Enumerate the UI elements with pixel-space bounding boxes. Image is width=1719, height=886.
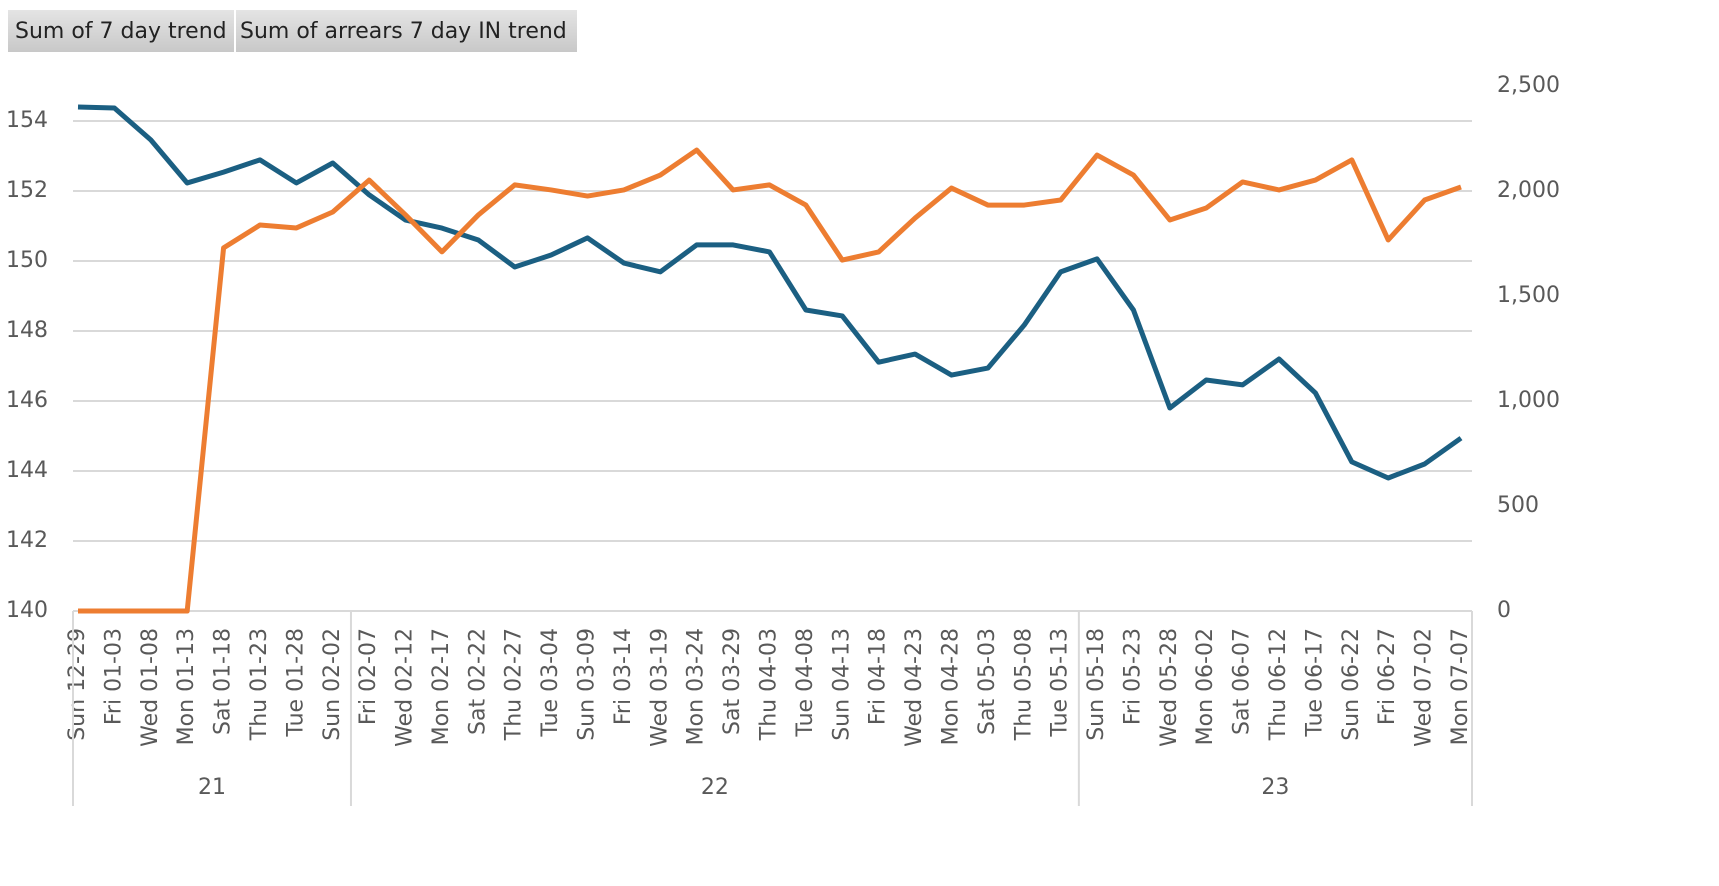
x-tick-label: Wed 04-23: [902, 628, 927, 747]
x-tick-label: Thu 01-23: [247, 628, 272, 741]
x-tick-label: Thu 04-03: [757, 628, 782, 741]
y2-tick-label: 0: [1497, 598, 1511, 623]
x-tick-label: Wed 03-19: [647, 628, 672, 747]
x-tick-label: Wed 02-12: [393, 628, 418, 747]
x-tick-label: Sat 05-03: [975, 628, 1000, 735]
x-tick-label: Fri 03-14: [611, 628, 636, 725]
y2-tick-label: 500: [1497, 493, 1539, 518]
x-tick-label: Sat 01-18: [211, 628, 236, 735]
group-label: 23: [1261, 775, 1289, 800]
series-line: [77, 104, 1463, 481]
x-tick-label: Mon 03-24: [684, 628, 709, 745]
x-tick-label: Fri 05-23: [1120, 628, 1145, 725]
x-tick-label: Mon 01-13: [174, 628, 199, 745]
field-button[interactable]: [236, 10, 577, 52]
x-tick-label: Tue 05-13: [1048, 628, 1073, 738]
y-tick-label: 144: [6, 458, 48, 483]
x-tick-label: Fri 01-03: [101, 628, 126, 725]
x-tick-label: Wed 01-08: [138, 628, 163, 747]
group-label: 22: [701, 775, 729, 800]
field-button-label[interactable]: Sum of arrears 7 day IN trend: [240, 19, 567, 44]
x-tick-label: Mon 02-17: [429, 628, 454, 745]
y2-tick-label: 2,000: [1497, 178, 1560, 203]
y2-tick-label: 2,500: [1497, 73, 1560, 98]
x-tick-label: Fri 06-27: [1375, 628, 1400, 725]
x-tick-label: Sat 02-22: [465, 628, 490, 735]
y-tick-label: 148: [6, 318, 48, 343]
y-tick-label: 142: [6, 528, 48, 553]
x-tick-label: Sun 05-18: [1084, 628, 1109, 741]
x-tick-label: Fri 02-07: [356, 628, 381, 725]
x-tick-label: Sat 03-29: [720, 628, 745, 735]
x-tick-label: Tue 04-08: [793, 628, 818, 738]
x-tick-label: Wed 07-02: [1412, 628, 1437, 747]
x-tick-label: Thu 05-08: [1011, 628, 1036, 741]
x-tick-label: Sun 12-29: [65, 628, 90, 741]
x-tick-label: Sun 06-22: [1339, 628, 1364, 741]
x-tick-label: Thu 06-12: [1266, 628, 1291, 741]
x-tick-label: Sun 02-02: [320, 628, 345, 741]
field-button-label[interactable]: Sum of 7 day trend: [15, 19, 227, 44]
x-tick-label: Wed 05-28: [1157, 628, 1182, 747]
x-tick-label: Sun 03-09: [575, 628, 600, 741]
x-tick-label: Tue 03-04: [538, 628, 563, 738]
series-line: [78, 147, 1462, 614]
x-tick-label: Sun 04-13: [829, 628, 854, 741]
x-tick-label: Mon 06-02: [1193, 628, 1218, 745]
y-tick-label: 140: [6, 598, 48, 623]
x-tick-label: Tue 01-28: [283, 628, 308, 738]
y-tick-label: 146: [6, 388, 48, 413]
y-tick-label: 152: [6, 178, 48, 203]
x-tick-label: Fri 04-18: [866, 628, 891, 725]
x-tick-label: Mon 07-07: [1448, 628, 1473, 745]
group-label: 21: [198, 775, 226, 800]
x-tick-label: Sat 06-07: [1230, 628, 1255, 735]
y-tick-label: 150: [6, 248, 48, 273]
x-tick-label: Tue 06-17: [1302, 628, 1327, 738]
x-tick-label: Thu 02-27: [502, 628, 527, 741]
x-tick-label: Mon 04-28: [938, 628, 963, 745]
y2-tick-label: 1,500: [1497, 283, 1560, 308]
field-button[interactable]: [8, 10, 234, 52]
y-tick-label: 154: [6, 108, 48, 133]
y2-tick-label: 1,000: [1497, 388, 1560, 413]
